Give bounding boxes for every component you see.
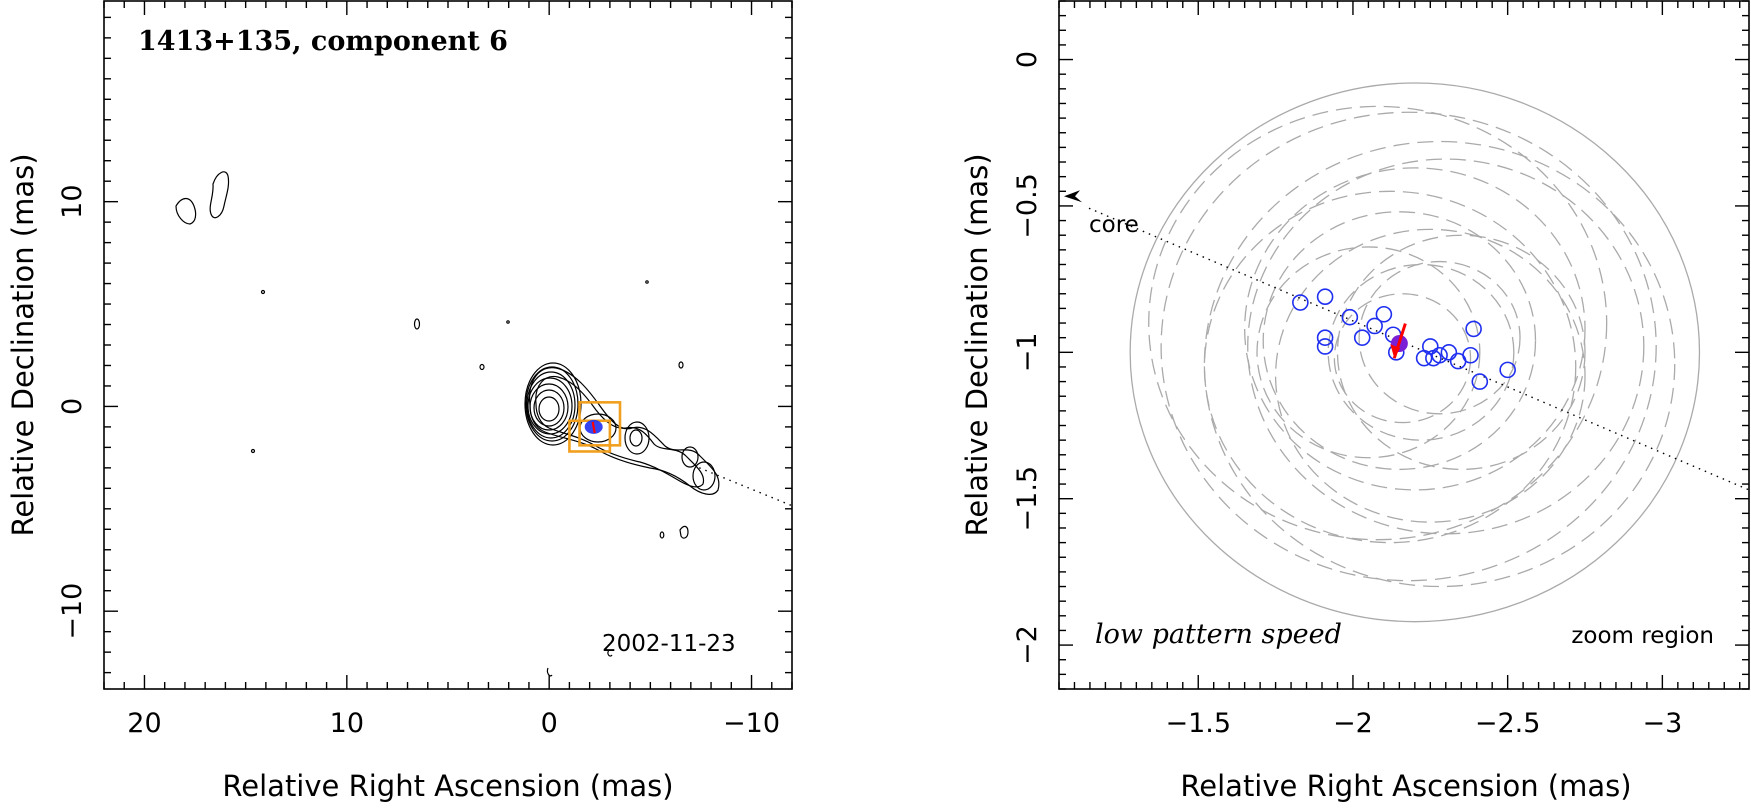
data-point [1465,320,1482,338]
x-tick-label: 0 [541,708,558,739]
y-tick-label: −1.5 [1012,466,1043,532]
jet-axis-line [1088,207,1750,491]
y-tick-label: −2 [1012,625,1043,665]
epoch-label: 2002-11-23 [602,631,736,657]
beam-circle [1274,228,1586,523]
data-point [1316,288,1334,305]
data-point [1415,349,1433,367]
x-tick-label: −10 [723,708,780,739]
beam-circle [1160,111,1657,582]
data-point [1353,329,1371,346]
right-axes: −1.5 −2 −2.5 −3 0 −0.5 −1 −1.5 −2 [1012,0,1750,739]
right-panel: −1.5 −2 −2.5 −3 0 −0.5 −1 −1.5 −2 core low patte… [960,0,1750,803]
x-tick-label: −1.5 [1165,708,1231,739]
data-point [1316,329,1334,346]
y-tick-label: 0 [1012,51,1043,68]
x-tick-label: −3 [1642,708,1682,739]
motion-arrow [1390,323,1407,359]
data-point [1431,346,1448,364]
motion-arrow-head [1390,344,1401,359]
data-point [1292,294,1309,311]
y-tick-label: −0.5 [1012,173,1043,239]
component-points [1292,288,1516,390]
plot-frame [1058,0,1750,690]
left-axes: 20 10 0 −10 10 0 −10 [57,0,793,739]
x-axis-label: Relative Right Ascension (mas) [222,769,673,803]
left-panel: 20 10 0 −10 10 0 −10 1413+135, component 6 200… [6,0,793,803]
data-point [1366,317,1383,335]
y-tick-label: −1 [1012,332,1043,372]
component-motion-marker [591,421,596,434]
data-point [1471,373,1489,390]
data-point [1440,344,1458,361]
core-arrowhead [1064,190,1082,203]
beam-circle [1327,263,1515,441]
core-label: core [1089,212,1139,238]
x-tick-label: −2 [1333,708,1373,739]
beam-circle [1256,246,1481,459]
y-axis-label: Relative Declination (mas) [960,153,994,536]
data-point [1375,305,1393,323]
data-point [1422,338,1439,355]
beam-circle [1129,82,1701,623]
x-tick-label: 10 [330,708,364,739]
beam-circle [1262,211,1537,471]
jet-axis-line [699,467,793,507]
plot-frame [103,0,793,690]
beam-circle [1247,158,1645,535]
y-axis-label: Relative Declination (mas) [6,153,40,536]
chart-title: 1413+135, component 6 [138,26,508,57]
data-point [1341,308,1359,326]
y-tick-label: −10 [57,583,88,640]
x-axis-label: Relative Right Ascension (mas) [1180,769,1631,803]
data-point [1462,346,1479,364]
beam-circle [1244,167,1586,491]
y-tick-label: 10 [57,184,88,218]
beam-circles [1129,82,1701,623]
y-tick-label: 0 [57,398,88,415]
data-point [1499,361,1516,379]
beam-circle [1358,260,1521,415]
zoom-box [578,401,622,447]
annotation-low-pattern-speed: low pattern speed [1095,619,1342,650]
beam-circle [1148,105,1608,541]
x-tick-label: 20 [127,708,161,739]
beam-circle [1203,140,1676,588]
data-point [1316,338,1334,355]
beam-circle [1203,190,1577,544]
core-direction-arrow [1064,190,1082,203]
component-point [584,419,603,434]
annotation-zoom-region: zoom region [1571,623,1714,649]
x-tick-label: −2.5 [1475,708,1541,739]
source-contour-map [175,171,720,677]
beam-circle [1333,293,1472,424]
beam-circle [1336,234,1586,471]
